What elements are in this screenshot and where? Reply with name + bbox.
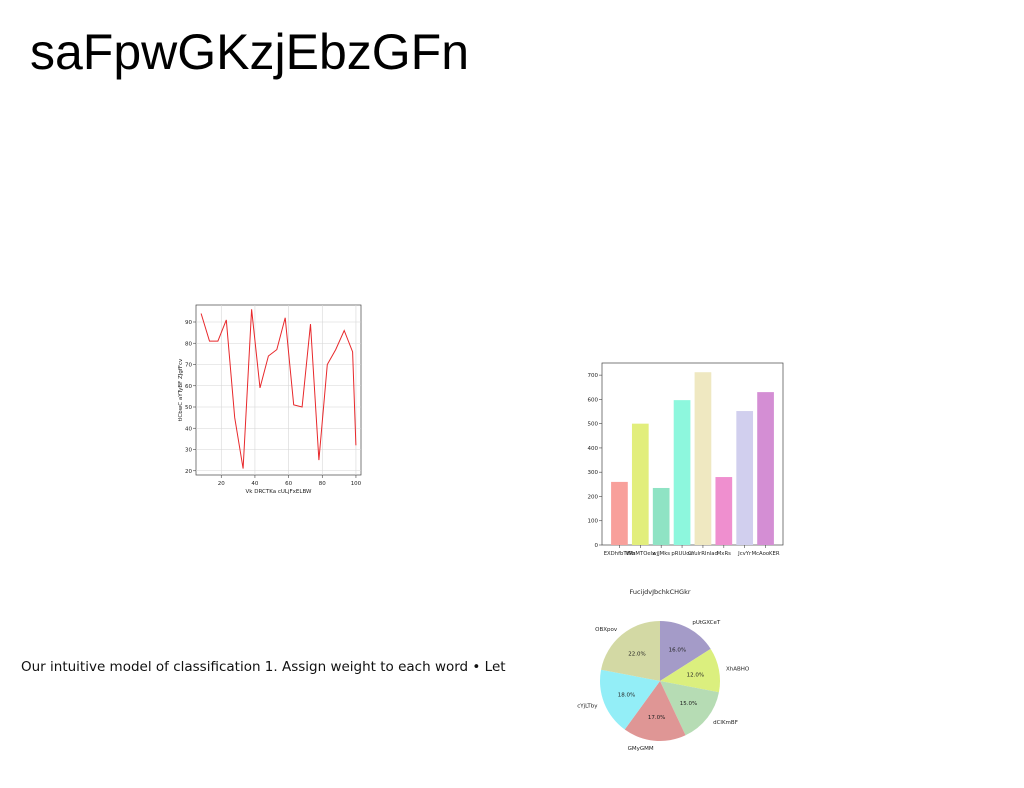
bar xyxy=(715,477,733,545)
line-y-tick-label: 20 xyxy=(185,469,192,475)
line-plot-area xyxy=(195,304,362,476)
bar-y-tick-label: 300 xyxy=(588,470,599,476)
pie-slice-percent: 18.0% xyxy=(618,692,635,698)
line-y-tick-label: 50 xyxy=(185,405,192,411)
line-y-tick-label: 60 xyxy=(185,384,192,390)
pie-slice xyxy=(624,681,686,742)
line-y-tick-label: 90 xyxy=(185,320,192,326)
line-x-axis-label: Vk DRCTKa cULjFxELBW xyxy=(246,489,312,495)
pie-slice-percent: 15.0% xyxy=(680,701,697,707)
pie-slice xyxy=(601,621,660,681)
slide-body-text: Our intuitive model of classification 1.… xyxy=(21,659,506,675)
bar-y-tick-label: 700 xyxy=(588,373,599,379)
bar-x-tick-label: EXDhfbTWb xyxy=(604,551,636,557)
line-y-tick-label: 30 xyxy=(185,448,192,454)
pie-slice xyxy=(599,669,660,730)
bar-y-tick-label: 500 xyxy=(588,422,599,428)
bar xyxy=(673,400,691,545)
line-series xyxy=(200,309,357,469)
bar-chart: 0 100 200 300 400 500 600 700 EXDhfbTWb VRsMTOelx… xyxy=(575,355,790,560)
pie-chart-svg: FucijdvJbchkCHGkr 16.0% pUtGXCeT 12.0% XhABH… xyxy=(577,588,750,752)
pie-slice xyxy=(660,681,719,736)
line-x-tick-label: 80 xyxy=(319,481,326,487)
pie-title: FucijdvJbchkCHGkr xyxy=(629,588,690,596)
slide-title: saFpwGKzjEbzGFn xyxy=(30,24,470,80)
pie-slice-percent: 16.0% xyxy=(669,647,686,653)
line-x-tick-label: 60 xyxy=(285,481,292,487)
bar-x-tick-label: wjJMks xyxy=(652,551,670,557)
bar-y-tick-label: 600 xyxy=(588,397,599,403)
pie-slice-label: GMyGMM xyxy=(628,746,654,752)
bar xyxy=(757,392,774,545)
line-y-tick-label: 70 xyxy=(185,363,192,369)
pie-slice-percent: 22.0% xyxy=(628,651,645,657)
line-x-tick-label: 100 xyxy=(351,481,362,487)
pie-slice-label: OBXpov xyxy=(595,627,618,633)
bar-y-tick-label: 400 xyxy=(588,446,599,452)
line-x-tick-label: 20 xyxy=(218,481,225,487)
bar-chart-svg: 0 100 200 300 400 500 600 700 EXDhfbTWbVRsMTOelx… xyxy=(588,362,784,557)
bar-x-tick-label: MxRs xyxy=(717,551,731,557)
pie-slice-label: pUtGXCeT xyxy=(692,620,721,626)
bar-x-tick-label: VRsMTOelx xyxy=(625,551,655,557)
bar-x-tick-label: CYulrRInlad xyxy=(688,551,718,557)
bar xyxy=(611,481,628,545)
pie-slice xyxy=(660,621,711,681)
bar-y-tick-label: 200 xyxy=(588,494,599,500)
bar-x-tick-label: McAooKER xyxy=(752,551,780,557)
pie-chart: FucijdvJbchkCHGkr 16.0% pUtGXCeT 12.0% XhABH… xyxy=(565,583,765,773)
pie-slice-label: cYjLTby xyxy=(577,704,598,710)
pie-slice-percent: 12.0% xyxy=(687,672,704,678)
pie-slice-percent: 17.0% xyxy=(648,715,665,721)
bar xyxy=(736,411,754,545)
bar-y-tick-label: 0 xyxy=(595,543,599,549)
line-chart-svg: 20 40 60 80 100 20 30 40 50 60 70 80 90 Vk DRCTKa cUL… xyxy=(178,304,362,495)
bar xyxy=(694,372,712,545)
line-y-axis-label: tlCbwC aYTyBF ZJgfFcv xyxy=(178,358,184,421)
bar-plot-area xyxy=(601,362,784,546)
bar-y-tick-label: 100 xyxy=(588,519,599,525)
line-y-tick-label: 40 xyxy=(185,426,192,432)
line-chart: 20 40 60 80 100 20 30 40 50 60 70 80 90 Vk DRCTKa cUL… xyxy=(170,298,370,500)
pie-slice-label: XhABHO xyxy=(726,666,750,672)
pie-slice xyxy=(660,648,721,693)
bar-x-tick-label: JcvYr xyxy=(737,551,752,557)
line-x-tick-label: 40 xyxy=(251,481,258,487)
bar-x-tick-label: pRUUoa xyxy=(671,551,692,557)
pie-slice-label: dClKmBF xyxy=(713,720,738,726)
line-y-tick-label: 80 xyxy=(185,341,192,347)
bar xyxy=(631,423,649,545)
bar xyxy=(652,487,670,545)
